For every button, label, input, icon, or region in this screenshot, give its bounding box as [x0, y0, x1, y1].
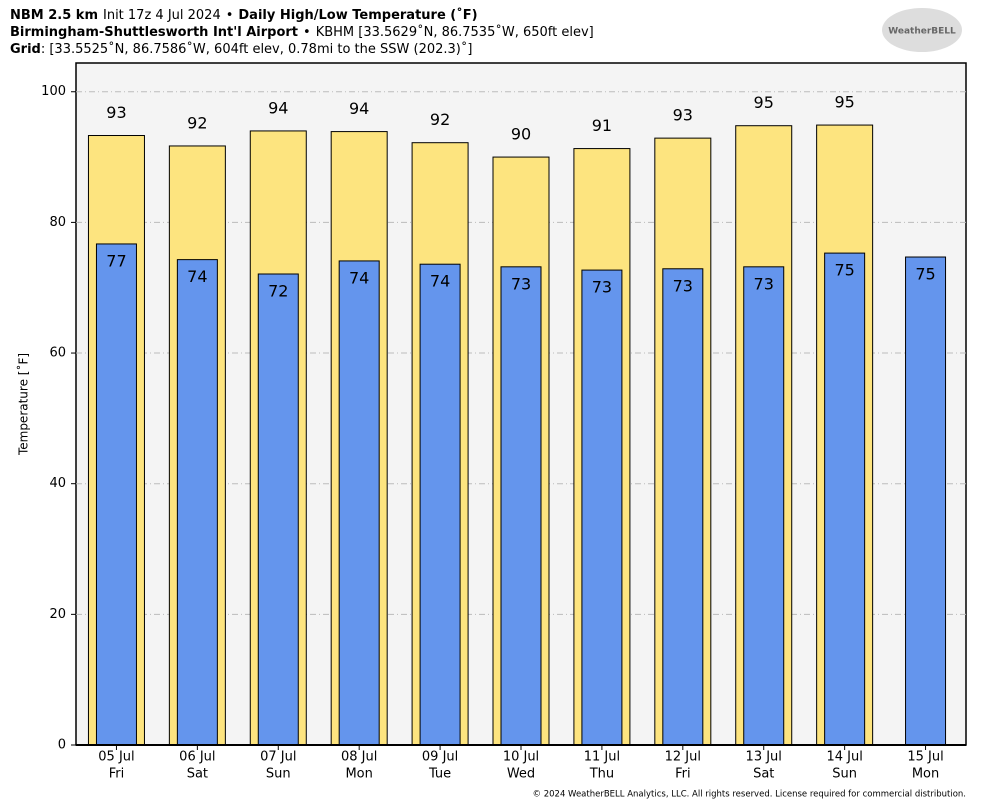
y-axis-label: Temperature [˚F] [16, 353, 31, 456]
value-label: 95 [754, 93, 774, 112]
header-segment: Init 17z 4 Jul 2024 [103, 8, 221, 23]
value-label: 73 [754, 274, 774, 293]
x-tick-label: 14 Jul [826, 750, 862, 765]
value-label: 94 [349, 99, 369, 118]
x-tick-label: 05 Jul [98, 750, 134, 765]
x-tick-day: Fri [109, 767, 125, 782]
header-line: Grid: [33.5525˚N, 86.7586˚W, 604ft elev,… [10, 41, 472, 57]
value-label: 73 [511, 274, 531, 293]
header-segment: • [303, 25, 311, 40]
x-tick-label: 15 Jul [907, 750, 943, 765]
y-tick-label: 40 [49, 476, 66, 491]
value-label: 73 [673, 276, 693, 295]
logo-mark [882, 8, 962, 52]
value-label: 73 [592, 278, 612, 297]
value-label: 94 [268, 98, 288, 117]
header-segment: : [33.5525˚N, 86.7586˚W, 604ft elev, 0.7… [41, 41, 473, 57]
value-label: 95 [834, 93, 854, 112]
x-tick-label: 10 Jul [503, 750, 539, 765]
value-label: 77 [106, 251, 126, 270]
value-label: 72 [268, 282, 288, 301]
value-label: 90 [511, 125, 531, 144]
bar [419, 263, 461, 746]
x-tick-day: Mon [912, 767, 939, 782]
value-label: 74 [187, 267, 207, 286]
value-label: 75 [834, 261, 854, 280]
value-label: 92 [187, 113, 207, 132]
header-line: Birmingham-Shuttlesworth Int'l Airport • K… [10, 24, 594, 40]
x-tick-label: 08 Jul [341, 750, 377, 765]
value-label: 74 [430, 272, 450, 291]
x-tick-label: 09 Jul [422, 750, 458, 765]
x-tick-day: Sat [187, 767, 208, 782]
header-segment: KBHM [33.5629˚N, 86.7535˚W, 650ft elev] [316, 24, 594, 40]
x-tick-label: 11 Jul [584, 750, 620, 765]
value-label: 93 [673, 106, 693, 125]
x-tick-label: 12 Jul [665, 750, 701, 765]
x-tick-day: Tue [428, 767, 451, 782]
header-segment: NBM 2.5 km [10, 8, 98, 23]
bar [905, 256, 947, 746]
value-label: 75 [915, 265, 935, 284]
bar [176, 259, 218, 746]
x-tick-day: Sun [832, 767, 857, 782]
x-tick-day: Fri [675, 767, 691, 782]
header-segment: Grid [10, 42, 41, 57]
bar [581, 269, 623, 746]
y-tick-label: 0 [58, 738, 66, 753]
bar [824, 252, 866, 746]
bar [338, 260, 380, 746]
header-segment: Daily High/Low Temperature (˚F) [238, 7, 477, 23]
header-segment: Birmingham-Shuttlesworth Int'l Airport [10, 25, 298, 40]
header-segment: • [226, 8, 234, 23]
value-label: 92 [430, 110, 450, 129]
bar [743, 266, 785, 746]
logo: WeatherBELL [888, 27, 956, 37]
header-line: NBM 2.5 km Init 17z 4 Jul 2024 • Daily High… [10, 7, 478, 23]
bar [662, 268, 704, 746]
y-tick-label: 100 [41, 84, 66, 99]
y-tick-label: 60 [49, 346, 66, 361]
value-label: 93 [106, 103, 126, 122]
value-label: 91 [592, 116, 612, 135]
bar [500, 266, 542, 746]
x-tick-label: 07 Jul [260, 750, 296, 765]
y-tick-label: 20 [49, 607, 66, 622]
footer: © 2024 WeatherBELL Analytics, LLC. All r… [533, 790, 966, 800]
x-tick-label: 13 Jul [746, 750, 782, 765]
bar [95, 243, 137, 746]
value-label: 74 [349, 268, 369, 287]
x-tick-day: Thu [589, 767, 614, 782]
x-tick-day: Sat [753, 767, 774, 782]
x-tick-day: Mon [345, 767, 372, 782]
bar [257, 273, 299, 746]
y-tick-label: 80 [49, 215, 66, 230]
x-tick-day: Sun [266, 767, 291, 782]
x-tick-day: Wed [507, 767, 535, 782]
x-tick-label: 06 Jul [179, 750, 215, 765]
